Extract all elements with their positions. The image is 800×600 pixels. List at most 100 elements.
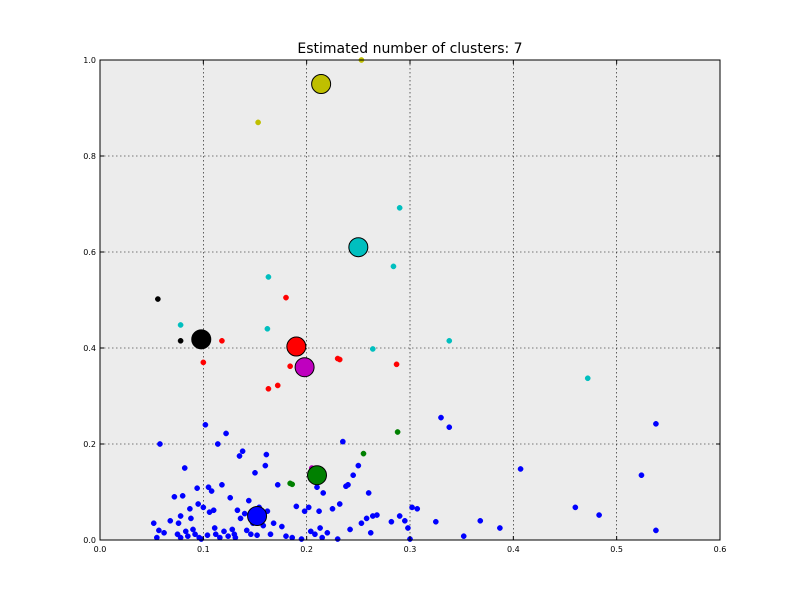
cluster-0-point	[350, 472, 357, 479]
y-tick-label: 0.6	[83, 248, 96, 257]
cluster-3-point	[265, 274, 272, 280]
cluster-0-point	[301, 508, 308, 515]
cluster-0-point	[336, 501, 343, 507]
cluster-0-point	[305, 504, 312, 511]
cluster-0-point	[298, 536, 305, 542]
cluster-0-point	[497, 525, 503, 531]
cluster-2-centroid	[286, 336, 307, 357]
cluster-2-point	[283, 294, 289, 301]
cluster-0-point	[339, 438, 346, 445]
cluster-2-point	[287, 363, 293, 370]
cluster-0-point	[388, 518, 395, 525]
x-tick-label: 0.5	[610, 545, 623, 554]
cluster-1-centroid	[307, 465, 327, 486]
cluster-0-point	[153, 534, 160, 541]
cluster-0-point	[161, 529, 167, 536]
cluster-0-point	[438, 414, 444, 421]
cluster-1-point	[289, 481, 296, 488]
cluster-2-point	[336, 356, 343, 363]
cluster-2-point	[274, 382, 281, 389]
cluster-5-point	[255, 119, 261, 126]
cluster-0-point	[202, 421, 209, 428]
cluster-5-centroid	[311, 74, 332, 94]
cluster-0-point	[314, 484, 320, 491]
cluster-0-point	[414, 505, 421, 512]
cluster-0-point	[237, 515, 244, 522]
cluster-0-point	[312, 531, 318, 538]
cluster-0-point	[316, 508, 322, 515]
cluster-0-point	[432, 518, 439, 525]
cluster-0-point	[596, 512, 602, 518]
cluster-0-point	[187, 505, 193, 512]
cluster-0-point	[188, 515, 194, 522]
cluster-0-point	[345, 481, 351, 488]
cluster-0-point	[177, 513, 184, 519]
cluster-0-point	[409, 504, 415, 511]
cluster-0-point	[194, 485, 200, 492]
cluster-2-point	[393, 361, 400, 368]
cluster-0-point	[365, 490, 372, 496]
cluster-0-point	[270, 520, 277, 527]
x-tick-label: 0.6	[714, 545, 727, 554]
cluster-3-centroid	[348, 237, 369, 258]
cluster-0-point	[156, 527, 162, 534]
cluster-0-point	[221, 528, 227, 535]
cluster-0-point	[262, 462, 269, 469]
x-tick-label: 0.3	[404, 545, 417, 554]
cluster-0-point	[229, 526, 236, 533]
cluster-0-point	[572, 504, 579, 511]
cluster-0-point	[182, 528, 189, 535]
cluster-1-point	[394, 429, 401, 435]
cluster-0-point	[252, 469, 258, 476]
cluster-3-point	[390, 263, 397, 270]
cluster-0-point	[150, 520, 157, 527]
cluster-0-point	[274, 481, 281, 488]
cluster-centroids	[191, 74, 369, 526]
cluster-0-point	[263, 451, 270, 458]
cluster-3-point	[446, 337, 453, 344]
y-tick-label: 0.0	[83, 536, 96, 545]
cluster-0-point	[200, 504, 207, 511]
cluster-0-point	[638, 472, 645, 479]
cluster-0-point	[234, 507, 241, 514]
cluster-0-point	[347, 526, 353, 533]
cluster-0-point	[267, 531, 274, 538]
cluster-3-point	[396, 204, 403, 211]
cluster-0-point	[254, 532, 260, 539]
cluster-0-point	[283, 533, 289, 540]
cluster-0-point	[217, 534, 223, 541]
cluster-0-point	[367, 529, 374, 536]
cluster-0-point	[167, 517, 174, 524]
cluster-0-point	[225, 533, 231, 540]
cluster-3-point	[584, 375, 591, 382]
cluster-4-centroid	[294, 357, 315, 378]
cluster-1-point	[360, 450, 367, 457]
cluster-3-point	[177, 322, 184, 328]
cluster-0-point	[192, 531, 198, 538]
cluster-3-point	[264, 325, 271, 332]
cluster-0-point	[232, 534, 239, 541]
cluster-0-point	[517, 466, 524, 472]
cluster-0-point	[289, 534, 296, 541]
cluster-0-point	[317, 525, 323, 531]
cluster-0-point	[324, 529, 331, 536]
cluster-0-centroid	[247, 506, 268, 526]
cluster-2-point	[265, 385, 272, 392]
cluster-0-point	[223, 430, 229, 437]
x-tick-label: 0.1	[197, 545, 210, 554]
cluster-0-point	[293, 503, 300, 510]
cluster-0-point	[307, 528, 314, 535]
cluster-0-point	[157, 441, 163, 447]
cluster-0-point	[355, 462, 362, 469]
cluster-0-point	[477, 517, 484, 524]
cluster-0-point	[334, 536, 341, 542]
cluster-0-point	[212, 531, 219, 538]
cluster-0-point	[184, 533, 191, 540]
cluster-0-point	[179, 492, 186, 499]
cluster-6-point	[177, 337, 184, 344]
cluster-0-point	[210, 507, 217, 514]
cluster-0-point	[405, 525, 411, 531]
cluster-0-point	[248, 531, 254, 538]
cluster-0-point	[214, 441, 221, 447]
